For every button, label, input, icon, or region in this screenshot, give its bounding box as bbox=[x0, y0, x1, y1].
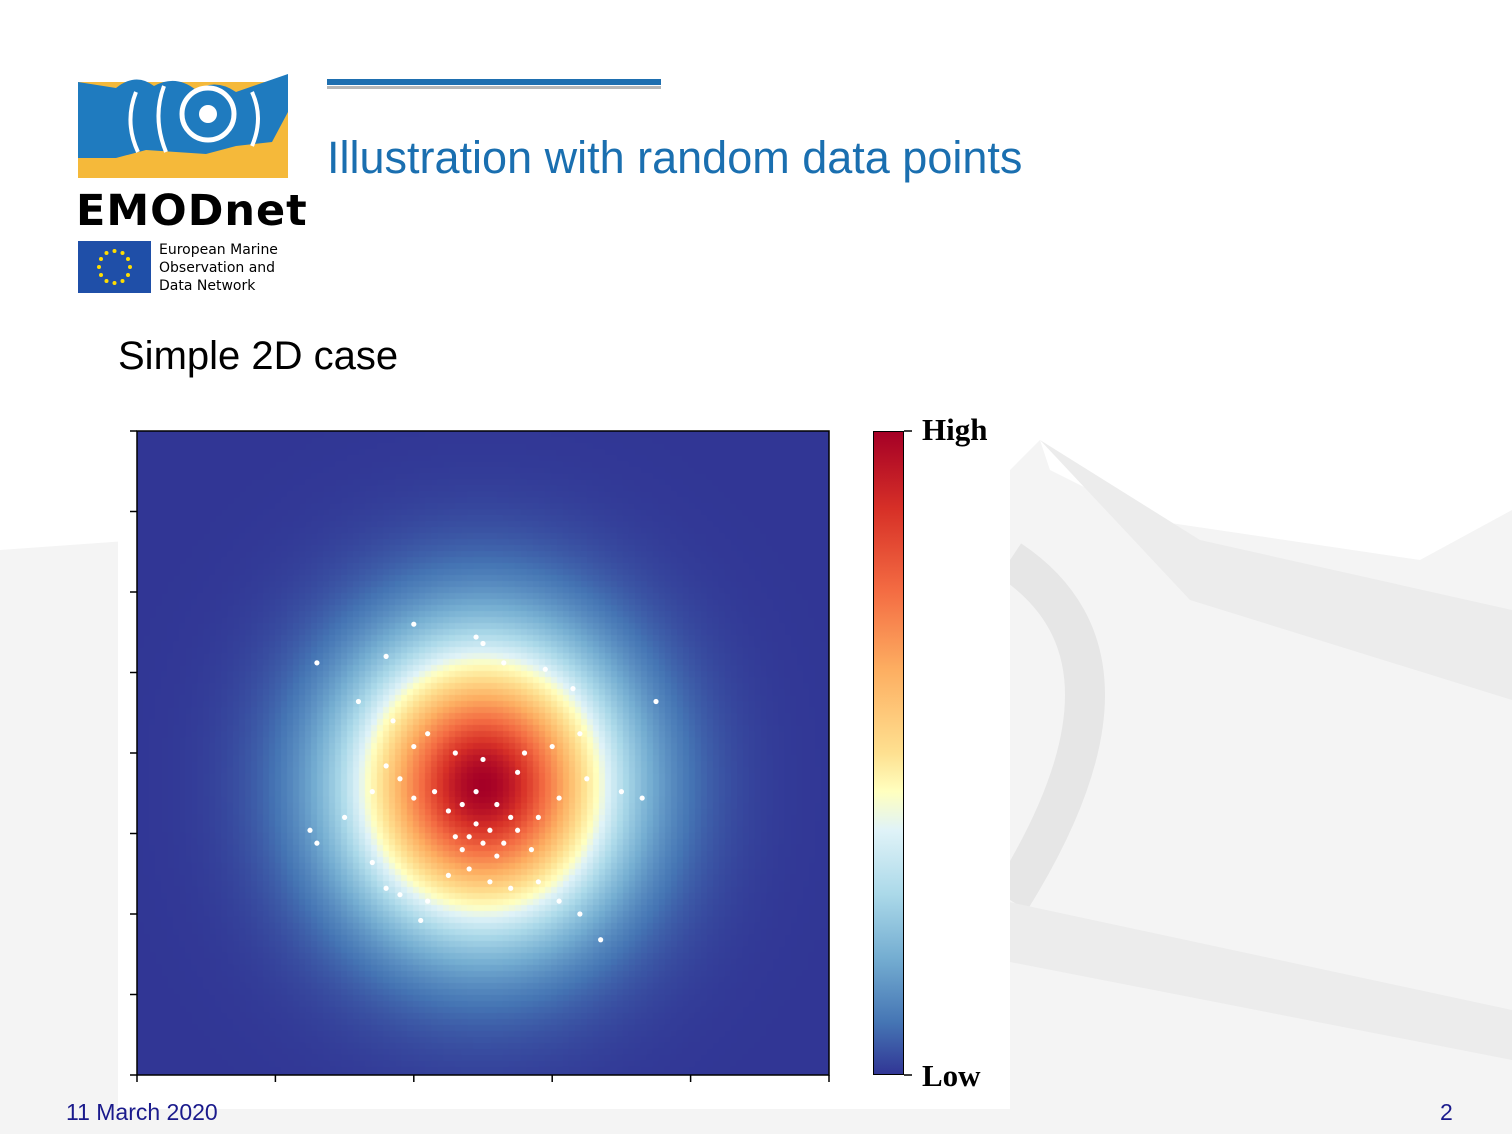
colorbar-low-label: Low bbox=[922, 1058, 981, 1093]
emodnet-logo bbox=[78, 74, 288, 178]
colorbar-high-label: High bbox=[922, 412, 988, 447]
heatmap-canvas bbox=[137, 431, 829, 1075]
tagline-line: European Marine bbox=[159, 242, 278, 258]
slide-subtitle: Simple 2D case bbox=[118, 334, 399, 378]
title-accent-bar bbox=[327, 79, 661, 85]
tagline-line: Data Network bbox=[159, 278, 256, 294]
logo-wordmark: EMODnet bbox=[76, 186, 308, 236]
page-number: 2 bbox=[1440, 1099, 1453, 1125]
logo-tagline: European Marine Observation and Data Net… bbox=[159, 241, 278, 295]
slide-title: Illustration with random data points bbox=[327, 132, 1023, 183]
eu-flag-icon bbox=[78, 241, 151, 293]
footer-date: 11 March 2020 bbox=[66, 1099, 218, 1125]
title-accent-shadow bbox=[327, 86, 661, 89]
tagline-line: Observation and bbox=[159, 260, 276, 276]
colorbar bbox=[873, 431, 904, 1075]
